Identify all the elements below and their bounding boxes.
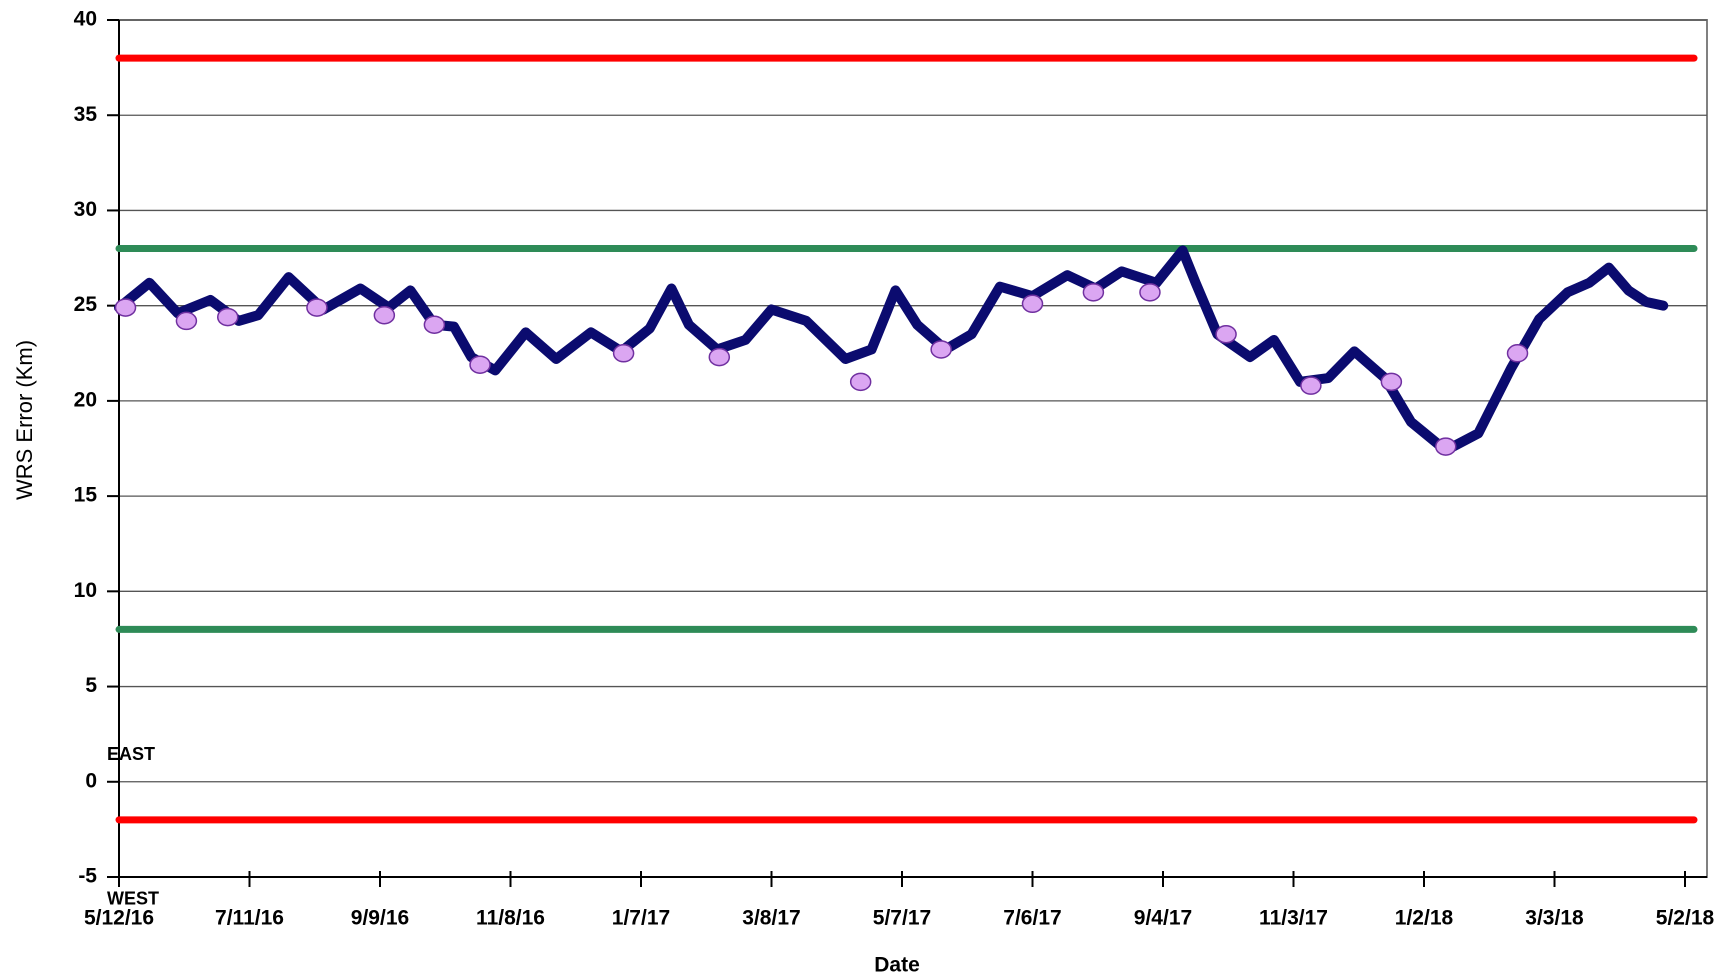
data-line [114, 245, 1669, 456]
x-tick-label: 3/8/17 [742, 907, 800, 930]
y-tick-label: 25 [74, 293, 98, 316]
x-tick-label: 5/12/16 [84, 907, 154, 930]
y-tick-label: 35 [74, 103, 98, 126]
data-point [373, 305, 396, 325]
y-tick-label: 40 [74, 8, 97, 31]
annotation: EAST [107, 744, 155, 764]
plot-frame [118, 19, 1708, 878]
x-tick-label: 9/4/17 [1134, 907, 1192, 930]
x-tick-label: 5/2/18 [1656, 907, 1715, 930]
data-point [1300, 376, 1322, 395]
y-axis-label: WRS Error (Km) [12, 340, 37, 500]
data-point [1139, 283, 1161, 302]
data-point [849, 372, 872, 392]
y-tick-label: 30 [74, 198, 97, 221]
data-point [217, 307, 239, 327]
data-point [708, 347, 731, 367]
data-point [175, 311, 198, 331]
annotation: WEST [107, 889, 159, 909]
data-point [930, 340, 952, 359]
data-point [612, 344, 635, 363]
x-axis-label: Date [874, 954, 920, 977]
x-tick-label: 7/6/17 [1003, 907, 1061, 930]
data-point [1021, 294, 1044, 314]
data-point [423, 315, 446, 334]
data-point [1380, 372, 1403, 392]
y-tick-label: -5 [78, 865, 97, 888]
x-tick-label: 1/2/18 [1395, 907, 1454, 930]
data-point [1506, 344, 1529, 363]
x-tick-label: 3/3/18 [1525, 907, 1584, 930]
data-point [1215, 324, 1237, 344]
x-tick-label: 1/7/17 [612, 907, 670, 930]
x-tick-label: 9/9/16 [351, 907, 409, 930]
x-tick-label: 5/7/17 [873, 907, 931, 930]
data-point [306, 298, 328, 317]
x-tick-label: 11/3/17 [1259, 907, 1328, 930]
data-point [1082, 283, 1105, 302]
y-tick-label: 5 [85, 674, 97, 697]
y-tick-label: 0 [85, 769, 97, 792]
y-tick-label: 10 [74, 579, 97, 602]
y-tick-label: 20 [74, 388, 97, 411]
x-tick-label: 7/11/16 [215, 907, 284, 930]
data-point [114, 298, 137, 317]
x-tick-label: 11/8/16 [476, 907, 545, 930]
data-point [469, 355, 491, 374]
y-tick-label: 15 [74, 484, 98, 507]
data-point [1435, 437, 1457, 456]
